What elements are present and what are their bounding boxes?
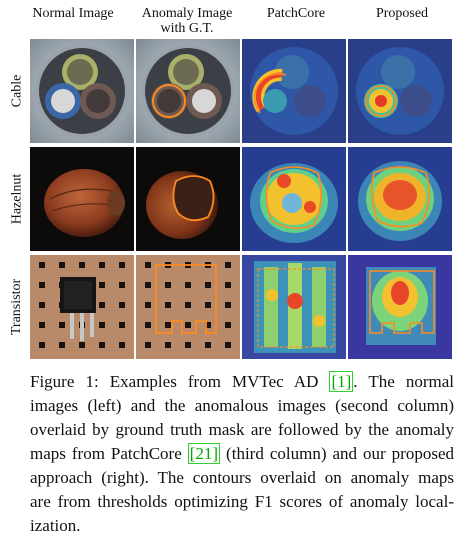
- col-header-line: PatchCore: [266, 6, 326, 21]
- row-label-cable: Cable: [9, 74, 24, 108]
- citation-link-1[interactable]: [1]: [329, 371, 354, 392]
- cable-anomaly-image: [136, 39, 240, 143]
- caption-line: maps from PatchCore [21] (third column) …: [30, 443, 454, 464]
- caption-line: Figure 1: Examples from MVTec AD [1]. Th…: [30, 371, 454, 392]
- row-label-transistor: Transistor: [9, 278, 24, 336]
- figure-caption: Figure 1: Examples from MVTec AD [1]. Th…: [30, 370, 454, 538]
- col-header-line: Proposed: [375, 6, 429, 21]
- col-header-proposed: Proposed: [346, 6, 458, 21]
- col-header-patchcore: PatchCore: [240, 6, 352, 21]
- transistor-anomaly-image: [136, 255, 240, 359]
- col-header-anomaly: Anomaly Image with G.T.: [131, 6, 243, 36]
- hazelnut-patchcore-map: [242, 147, 346, 251]
- hazelnut-normal-image: [30, 147, 134, 251]
- col-header-line: Normal Image: [32, 6, 114, 21]
- caption-line: approach (right). The contours overlaid …: [30, 468, 454, 487]
- col-header-line: with G.T.: [160, 21, 214, 36]
- hazelnut-proposed-map: [348, 147, 452, 251]
- cable-normal-image: [30, 39, 134, 143]
- caption-line: ization.: [30, 516, 81, 535]
- citation-link-21[interactable]: [21]: [187, 443, 221, 464]
- cable-proposed-map: [348, 39, 452, 143]
- hazelnut-anomaly-image: [136, 147, 240, 251]
- transistor-proposed-map: [348, 255, 452, 359]
- col-header-line: Anomaly Image: [141, 6, 233, 21]
- col-header-normal: Normal Image: [17, 6, 129, 21]
- caption-line: are from thresholds optimizing F1 scores…: [30, 492, 454, 511]
- transistor-patchcore-map: [242, 255, 346, 359]
- transistor-normal-image: [30, 255, 134, 359]
- caption-line: images (left) and the anomalous images (…: [30, 396, 454, 415]
- cable-patchcore-map: [242, 39, 346, 143]
- caption-line: overlaid by ground truth mask are follow…: [30, 420, 454, 439]
- row-label-hazelnut: Hazelnut: [9, 173, 24, 225]
